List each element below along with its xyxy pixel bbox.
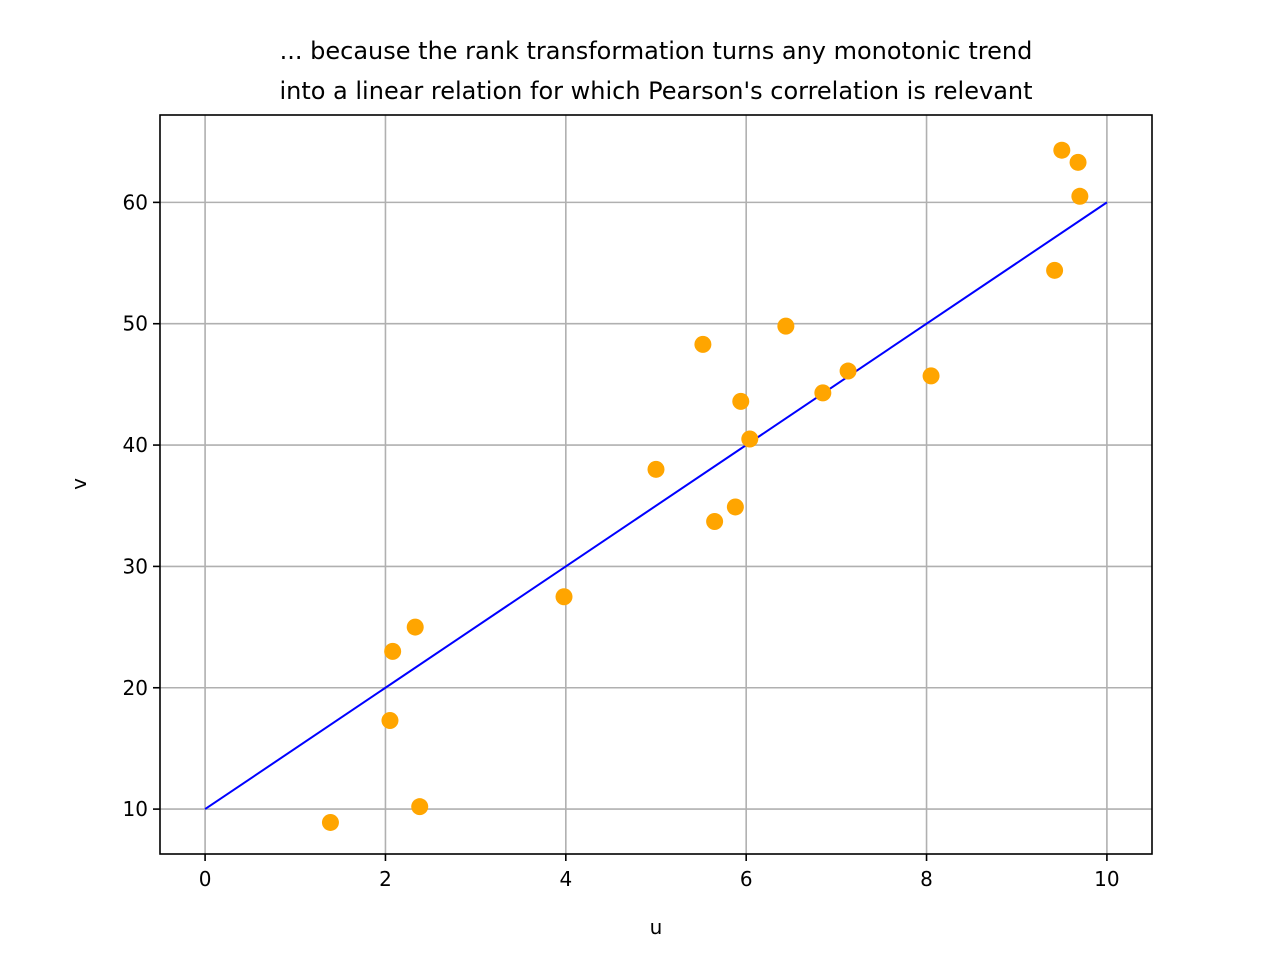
data-point — [706, 513, 724, 531]
x-tick-label: 6 — [740, 867, 753, 891]
grid-layer — [160, 115, 1152, 854]
chart-title-line-1: ... because the rank transformation turn… — [280, 37, 1033, 65]
data-point — [726, 498, 744, 516]
data-point — [1046, 261, 1064, 279]
data-point — [321, 813, 339, 831]
y-axis-label: v — [67, 478, 91, 490]
ticks-layer: 0 2 4 6 8 10 10 20 30 40 50 60 — [123, 190, 1120, 891]
data-point — [777, 317, 795, 335]
chart-title-line-2: into a linear relation for which Pearson… — [279, 77, 1032, 105]
y-tick-label: 10 — [123, 797, 148, 821]
data-point — [384, 642, 402, 660]
data-point — [839, 362, 857, 380]
x-tick-label: 10 — [1094, 867, 1119, 891]
y-tick-label: 50 — [123, 312, 148, 336]
data-point — [814, 384, 832, 402]
data-point — [922, 367, 940, 385]
data-point — [381, 712, 399, 730]
x-tick-label: 2 — [379, 867, 392, 891]
y-tick-label: 20 — [123, 676, 148, 700]
data-point — [647, 460, 665, 478]
points-layer — [321, 141, 1089, 831]
plot-frame — [159, 114, 1153, 855]
data-point — [1053, 141, 1071, 159]
y-tick-label: 40 — [123, 433, 148, 457]
fit-line-layer — [204, 201, 1108, 810]
data-point — [741, 430, 759, 448]
fit-line — [204, 201, 1108, 810]
data-point — [1071, 187, 1089, 205]
data-point — [406, 618, 424, 636]
x-tick-label: 4 — [559, 867, 572, 891]
data-point — [411, 798, 429, 816]
y-tick-label: 60 — [123, 190, 148, 214]
data-point — [555, 588, 573, 606]
x-axis-label: u — [650, 915, 663, 939]
x-tick-label: 0 — [199, 867, 212, 891]
data-point — [694, 335, 712, 353]
y-tick-label: 30 — [123, 554, 148, 578]
data-point — [1069, 153, 1087, 171]
data-point — [732, 392, 750, 410]
x-tick-label: 8 — [920, 867, 933, 891]
